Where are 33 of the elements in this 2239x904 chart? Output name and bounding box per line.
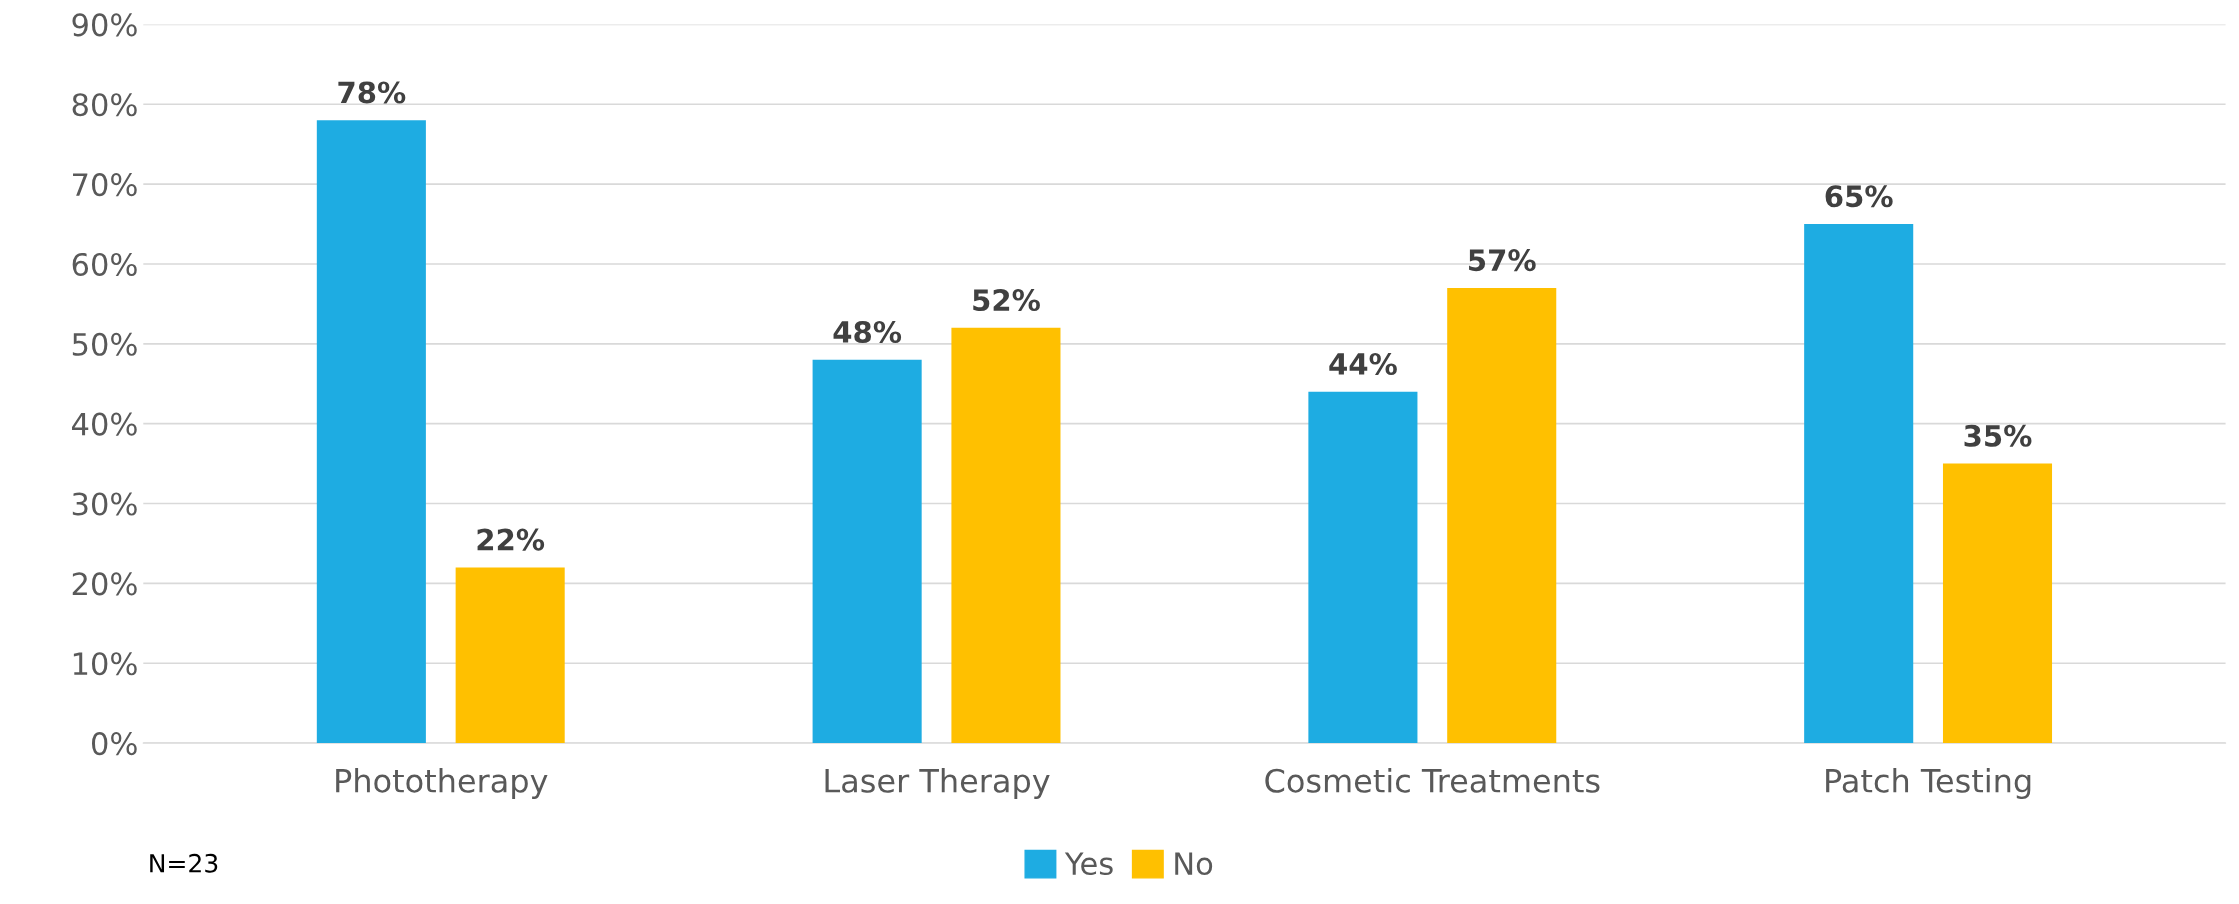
x-tick-label: Cosmetic Treatments	[1265, 768, 1600, 793]
bar	[1447, 287, 1557, 744]
y-tick-label: 50%	[72, 332, 137, 356]
text: N=23	[150, 853, 218, 873]
bar	[455, 567, 565, 744]
y-tick-label: 90%	[72, 13, 137, 37]
bar	[812, 359, 922, 744]
data-label: 22%	[477, 528, 545, 551]
bar	[951, 327, 1061, 744]
x-tick-label: Patch Testing	[1826, 768, 2031, 799]
y-tick-label: 80%	[72, 93, 137, 117]
y-tick-label: 30%	[72, 492, 137, 516]
data-label: 48%	[833, 320, 902, 344]
data-label: 35%	[1964, 424, 2032, 447]
data-label: 44%	[1329, 352, 1397, 375]
x-tick-label: Phototherapy	[336, 768, 548, 799]
x-tick-label: Laser Therapy	[825, 768, 1050, 799]
y-tick-label: 70%	[73, 173, 137, 197]
bar	[1942, 463, 2053, 744]
legend-label: No	[1175, 852, 1213, 876]
bar	[1308, 391, 1418, 744]
data-label: 52%	[973, 289, 1040, 312]
bar	[316, 120, 426, 744]
bar	[1804, 224, 1914, 744]
y-tick-label: 10%	[73, 652, 137, 676]
y-tick-label: 40%	[72, 412, 137, 436]
legend-label: Yes	[1064, 852, 1113, 876]
y-tick-label: 60%	[72, 252, 137, 277]
y-tick-label: 0%	[91, 732, 137, 756]
data-label: 57%	[1469, 249, 1536, 272]
data-label: 65%	[1825, 185, 1893, 208]
y-tick-label: 20%	[72, 572, 137, 596]
data-label: 78%	[338, 81, 406, 104]
